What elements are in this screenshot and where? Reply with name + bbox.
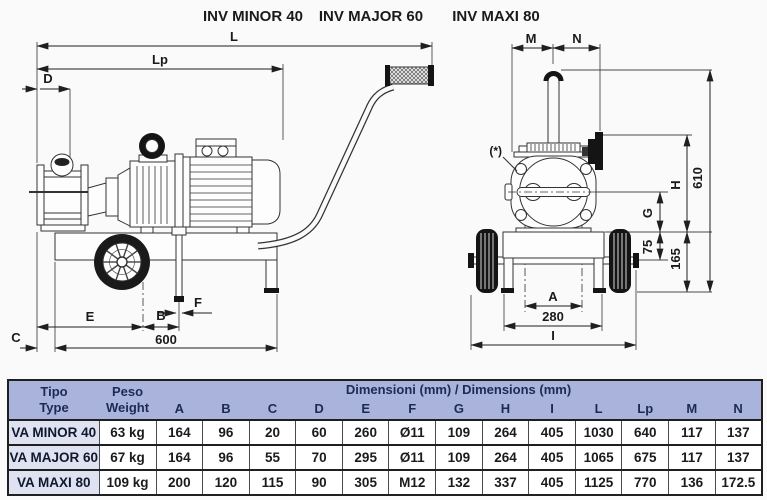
col-C: C — [249, 400, 296, 420]
front-handle — [543, 71, 564, 145]
table-row-va-minor-40: VA MINOR 40 63 kg 164 96 20 60 260 Ø11 109 264 4… — [8, 420, 762, 445]
col-A: A — [156, 400, 203, 420]
col-D: D — [295, 400, 343, 420]
header-peso-en: Weight — [105, 400, 150, 415]
col-G: G — [435, 400, 483, 420]
table-header: Tipo Type Peso Weight Dimensioni (mm) / … — [8, 380, 762, 420]
dim-label-N: N — [572, 31, 581, 46]
dim-label-G: G — [640, 208, 655, 218]
dim-label-610: 610 — [690, 167, 705, 189]
dim-label-B: B — [156, 308, 165, 323]
front-view-drawing: M N 610 H G 75 165 A 280 I (*) — [468, 31, 714, 350]
dim-label-A: A — [548, 289, 558, 304]
dim-label-I: I — [551, 328, 555, 343]
side-wheel — [94, 234, 150, 290]
dim-label-F: F — [194, 295, 202, 310]
row-weight: 67 kg — [98, 445, 157, 470]
dim-label-H: H — [668, 180, 683, 189]
col-H: H — [482, 400, 529, 420]
table-row-va-maxi-80: VA MAXI 80 109 kg 200 120 115 90 305 M12 132 33… — [8, 470, 762, 495]
col-M: M — [668, 400, 716, 420]
dim-label-E: E — [86, 309, 95, 324]
model-title-major: INV MAJOR 60 — [319, 8, 423, 25]
row-weight: 109 kg — [98, 470, 157, 495]
front-wheels — [468, 229, 639, 293]
col-Lp: Lp — [621, 400, 669, 420]
col-I: I — [528, 400, 576, 420]
header-tipo-it: Tipo — [40, 383, 68, 399]
header-tipo-en: Type — [39, 400, 69, 415]
dim-label-280: 280 — [542, 309, 564, 324]
row-weight: 63 kg — [98, 420, 157, 445]
dim-label-165: 165 — [668, 248, 683, 270]
dim-label-75: 75 — [640, 240, 655, 254]
header-tipo: Tipo Type — [8, 380, 100, 420]
dim-label-D: D — [43, 71, 52, 86]
row-type: VA MAXI 80 — [8, 470, 100, 495]
dim-label-Lp: Lp — [152, 52, 168, 67]
header-peso-it: Peso — [111, 383, 144, 399]
model-title-maxi: INV MAXI 80 — [452, 8, 540, 25]
header-dimensions-banner: Dimensioni (mm) / Dimensions (mm) — [156, 380, 762, 400]
col-E: E — [342, 400, 389, 420]
header-column-letters: A B C D E F G H I L Lp M N — [8, 400, 762, 420]
dimensions-table: Tipo Type Peso Weight Dimensioni (mm) / … — [7, 379, 763, 496]
dim-label-600: 600 — [155, 332, 177, 347]
row-type: VA MINOR 40 — [8, 420, 100, 445]
row-type: VA MAJOR 60 — [8, 445, 100, 470]
col-F: F — [388, 400, 436, 420]
footnote-asterisk: (*) — [489, 144, 502, 158]
table-row-va-major-60: VA MAJOR 60 67 kg 164 96 55 70 295 Ø11 109 264 4… — [8, 445, 762, 470]
dim-label-L: L — [230, 29, 238, 44]
header-peso: Peso Weight — [99, 380, 157, 420]
side-handle — [257, 65, 434, 250]
col-N: N — [715, 400, 762, 420]
side-view-drawing: L Lp D E B F C 600 — [11, 29, 434, 352]
dim-label-C: C — [11, 330, 21, 345]
technical-drawing: INV MINOR 40 INV MAJOR 60 INV MAXI 80 — [11, 8, 714, 352]
dim-label-M: M — [526, 31, 537, 46]
model-title-minor: INV MINOR 40 — [203, 8, 303, 25]
col-B: B — [202, 400, 250, 420]
col-L: L — [575, 400, 622, 420]
